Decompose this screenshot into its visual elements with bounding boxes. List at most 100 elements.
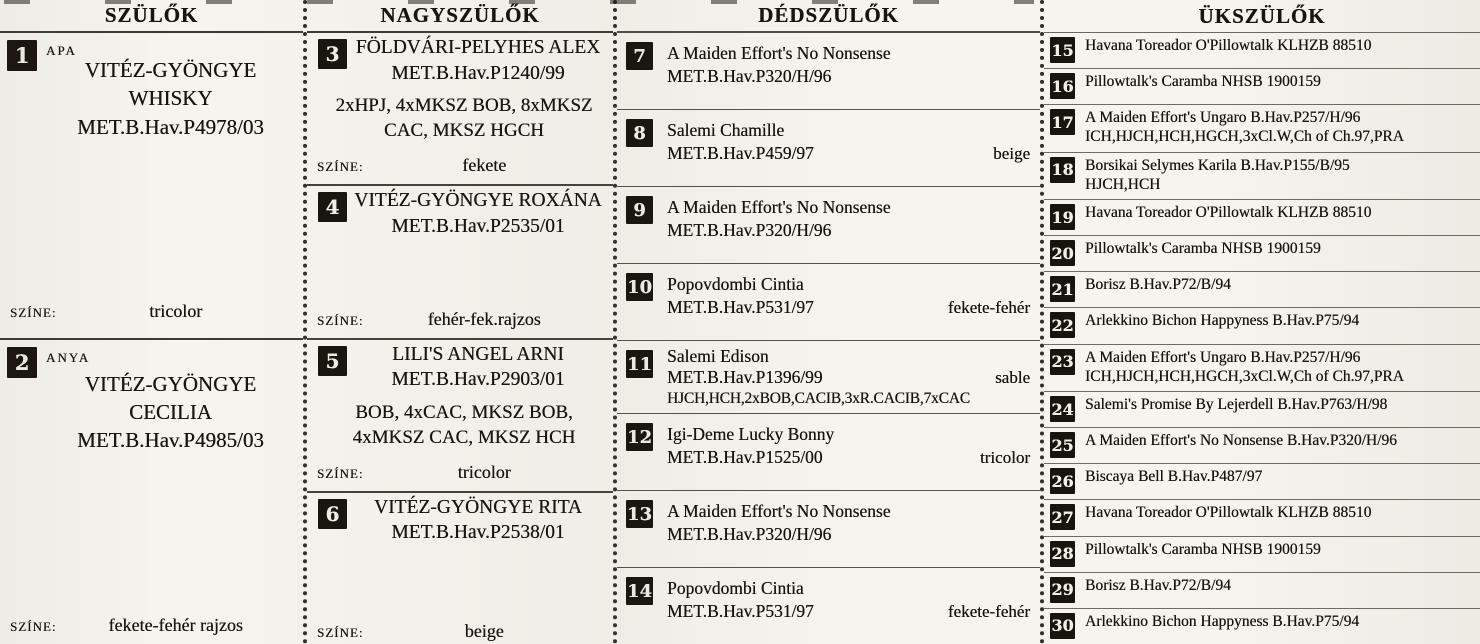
titles [307, 548, 613, 554]
entry-number-badge: 18 [1050, 156, 1075, 183]
dog-name: VITÉZ-GYÖNGYE ROXÁNA [354, 190, 602, 212]
column-header-great-great-grandparents: ÜKSZÜLŐK [1044, 0, 1480, 33]
registration-number: MET.B.Hav.P2903/01 [391, 369, 565, 391]
entry-head: 13 [626, 500, 653, 528]
registration-number: MET.B.Hav.P320/H/96 [667, 66, 832, 87]
dog-name-and-registration: Havana Toreador O'Pillowtalk KLHZB 88510 [1085, 504, 1372, 522]
dog-name: Popovdombi Cintia [667, 274, 804, 294]
dog-name-and-registration: Borisz B.Hav.P72/B/94 [1085, 576, 1231, 594]
dog-name-and-registration: Salemi's Promise By Lejerdell B.Hav.P763… [1085, 396, 1388, 414]
entry-head: 5 [318, 345, 347, 376]
dog-name: A Maiden Effort's No Nonsense [667, 43, 891, 63]
pedigree-entry-23: 23 A Maiden Effort's Ungaro B.Hav.P257/H… [1044, 345, 1480, 393]
entry-number-badge: 3 [318, 39, 347, 69]
pedigree-entry-10: 10 Popovdombi Cintia MET.B.Hav.P531/97 f… [617, 264, 1040, 341]
column-header-grandparents: NAGYSZÜLŐK [307, 0, 613, 33]
dog-name-and-registration: Borisz B.Hav.P72/B/94 [1085, 276, 1231, 294]
registration-number: MET.B.Hav.P2535/01 [391, 215, 565, 237]
dog-name-and-registration: Arlekkino Bichon Happyness B.Hav.P75/94 [1085, 312, 1360, 330]
entry-head: 7 [626, 42, 653, 70]
titles: HJCH,HCH [1085, 175, 1161, 193]
pedigree-entry-17: 17 A Maiden Effort's Ungaro B.Hav.P257/H… [1044, 105, 1480, 153]
color-row: SZÍNE: tricolor [307, 462, 613, 491]
entry-number-badge: 17 [1050, 109, 1075, 136]
dog-name-and-registration: Pillowtalk's Caramba NHSB 1900159 [1085, 73, 1321, 91]
entry-head: 1 APA [7, 40, 77, 71]
entry-number-badge: 16 [1050, 73, 1075, 100]
relation-label: ANYA [46, 349, 91, 365]
entry-number-badge: 6 [318, 498, 347, 529]
color-label: SZÍNE: [317, 465, 364, 481]
color-label: SZÍNE: [10, 619, 57, 634]
pedigree-entry-18: 18 Borsikai Selymes Karila B.Hav.P155/B/… [1044, 153, 1480, 201]
pedigree-entry-20: 20 Pillowtalk's Caramba NHSB 1900159 [1044, 236, 1480, 273]
color-value: tricolor [979, 448, 1030, 468]
entry-number-badge: 7 [626, 42, 653, 70]
titles: BOB, 4xCAC, MKSZ BOB, 4xMKSZ CAC, MKSZ H… [352, 401, 576, 448]
pedigree-entry-13: 13 A Maiden Effort's No Nonsense MET.B.H… [617, 491, 1040, 568]
entry-number-badge: 25 [1050, 432, 1075, 459]
pedigree-entry-30: 30 Arlekkino Bichon Happyness B.Hav.P75/… [1044, 609, 1480, 644]
entry-head: 2 ANYA [7, 346, 91, 378]
pedigree-entry-19: 19 Havana Toreador O'Pillowtalk KLHZB 88… [1044, 200, 1480, 237]
dog-name: FÖLDVÁRI-PELYHES ALEX [355, 37, 601, 58]
dog-name-and-registration: A Maiden Effort's No Nonsense B.Hav.P320… [1085, 432, 1397, 450]
dog-name-and-registration: Arlekkino Bichon Happyness B.Hav.P75/94 [1085, 612, 1360, 630]
entry-head: 14 [626, 577, 653, 605]
entry-number-badge: 8 [626, 119, 653, 147]
color-row: SZÍNE: tricolor [0, 301, 303, 338]
entry-number-badge: 30 [1050, 612, 1075, 639]
column-header-parents: SZÜLŐK [0, 0, 303, 33]
color-value: fehér-fek.rajzos [427, 308, 541, 329]
entry-number-badge: 23 [1050, 348, 1075, 375]
entry-head: 9 [626, 196, 653, 224]
entry-head: 11 [626, 350, 653, 378]
dog-name-and-registration: Pillowtalk's Caramba NHSB 1900159 [1085, 540, 1321, 558]
pedigree-entry-6: 6 VITÉZ-GYÖNGYE RITA MET.B.Hav.P2538/01 … [307, 493, 613, 644]
registration-number: MET.B.Hav.P1396/99 [667, 367, 823, 388]
dog-name: Salemi Edison [667, 346, 769, 366]
entry-number-badge: 28 [1050, 540, 1075, 567]
color-row: SZÍNE: fekete [307, 155, 613, 184]
dog-name: Salemi Chamille [667, 120, 785, 140]
registration-number: MET.B.Hav.P4985/03 [77, 428, 264, 453]
dog-name-block: VITÉZ-GYÖNGYE ROXÁNA MET.B.Hav.P2535/01 [307, 186, 613, 239]
color-value: fekete-fehér [947, 602, 1030, 622]
dog-name-block: VITÉZ-GYÖNGYE WHISKY MET.B.Hav.P4978/03 [0, 33, 303, 141]
color-value: beige [993, 144, 1030, 164]
dog-name: VITÉZ-GYÖNGYE WHISKY [84, 58, 257, 111]
registration-number: MET.B.Hav.P1240/99 [391, 62, 565, 84]
dog-name: A Maiden Effort's No Nonsense [667, 197, 891, 217]
dog-name-and-registration: Pillowtalk's Caramba NHSB 1900159 [1085, 240, 1321, 258]
registration-number: MET.B.Hav.P531/97 [667, 297, 814, 318]
color-value: beige [464, 621, 504, 641]
registration-number: MET.B.Hav.P2538/01 [391, 522, 565, 544]
titles: ICH,HJCH,HCH,HGCH,3xCl.W,Ch of Ch.97,PRA [1085, 128, 1404, 146]
entry-number-badge: 1 [7, 40, 37, 71]
entry-head: 12 [626, 423, 653, 451]
registration-number: MET.B.Hav.P531/97 [667, 601, 814, 622]
entry-number-badge: 4 [318, 192, 347, 223]
dog-name-and-registration: Biscaya Bell B.Hav.P487/97 [1085, 468, 1263, 486]
color-value: tricolor [457, 461, 511, 482]
pedigree-entry-11: 11 Salemi Edison MET.B.Hav.P1396/99 sabl… [617, 341, 1040, 414]
pedigree-entry-3: 3 FÖLDVÁRI-PELYHES ALEX MET.B.Hav.P1240/… [307, 33, 613, 187]
column-great-great-grandparents: ÜKSZÜLŐK 15 Havana Toreador O'Pillowtalk… [1040, 0, 1480, 644]
column-great-grandparents: DÉDSZÜLŐK 7 A Maiden Effort's No Nonsens… [613, 0, 1040, 644]
entry-number-badge: 2 [7, 346, 37, 378]
pedigree-entry-24: 24 Salemi's Promise By Lejerdell B.Hav.P… [1044, 392, 1480, 429]
color-label: SZÍNE: [317, 625, 364, 640]
pedigree-entry-12: 12 Igi-Deme Lucky Bonny MET.B.Hav.P1525/… [617, 414, 1040, 491]
entry-head: 4 [318, 192, 347, 223]
entry-number-badge: 14 [626, 577, 653, 605]
titles [307, 242, 613, 248]
entry-number-badge: 13 [626, 500, 653, 528]
dog-name: VITÉZ-GYÖNGYE CECILIA [84, 371, 257, 424]
color-label: SZÍNE: [317, 159, 364, 175]
dog-name-block: FÖLDVÁRI-PELYHES ALEX MET.B.Hav.P1240/99 [307, 33, 613, 86]
color-value: tricolor [149, 300, 203, 321]
registration-number: MET.B.Hav.P4978/03 [77, 114, 264, 139]
color-value: sable [995, 368, 1030, 388]
column-header-great-grandparents: DÉDSZÜLŐK [617, 0, 1040, 33]
